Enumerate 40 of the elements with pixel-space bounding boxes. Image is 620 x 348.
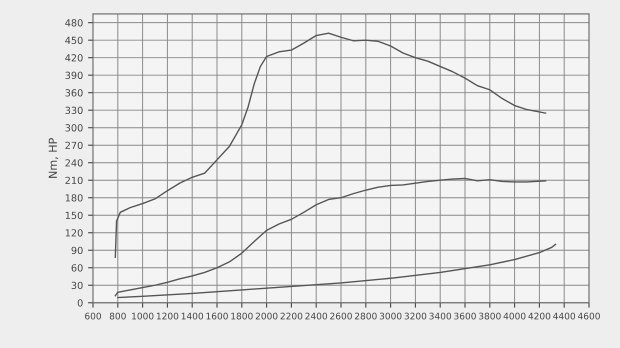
x-tick-label: 4600 — [578, 312, 600, 320]
x-tick-label: 2000 — [256, 312, 278, 320]
y-tick-label: 0 — [78, 299, 83, 307]
x-tick-label: 800 — [110, 312, 126, 320]
x-tick-label: 1000 — [132, 312, 154, 320]
x-tick-label: 1400 — [182, 312, 204, 320]
y-tick-label: 420 — [65, 54, 83, 62]
y-tick-label: 210 — [65, 176, 83, 184]
y-tick-label: 120 — [66, 229, 83, 237]
y-tick-label: 480 — [65, 19, 83, 27]
x-tick-label: 3800 — [479, 312, 501, 320]
x-tick-label: 2800 — [354, 312, 377, 320]
line-series — [114, 32, 546, 258]
x-tick-label: 4000 — [504, 312, 526, 320]
x-tick-label: 3200 — [404, 312, 426, 320]
y-tick-label: 390 — [65, 72, 83, 80]
y-tick-label: 360 — [65, 89, 83, 97]
x-tick-label: 4200 — [528, 312, 550, 320]
y-tick-label: 90 — [72, 246, 83, 254]
x-tick-label: 4400 — [553, 312, 576, 320]
x-tick-label: 3400 — [429, 312, 452, 320]
x-tick-label: 2600 — [330, 312, 352, 320]
y-tick-label: 270 — [65, 142, 83, 150]
y-tick-label: 300 — [65, 124, 83, 132]
x-tick-label: 3600 — [454, 312, 476, 320]
y-tick-label: 60 — [72, 264, 83, 272]
x-tick-label: 2400 — [305, 312, 328, 320]
y-tick-label: 30 — [72, 282, 83, 290]
y-tick-label: 180 — [66, 194, 83, 202]
x-tick-label: 1800 — [231, 312, 253, 320]
y-tick-label: 330 — [65, 106, 83, 114]
x-tick-label: 3000 — [380, 312, 402, 320]
y-tick-label: 150 — [66, 212, 83, 220]
x-tick-label: 1200 — [156, 312, 178, 320]
x-tick-label: 2200 — [280, 312, 302, 320]
y-axis-title: Nm, HP — [48, 138, 58, 178]
y-tick-label: 450 — [65, 36, 83, 44]
y-tick-label: 240 — [65, 159, 83, 167]
x-tick-label: 600 — [85, 312, 102, 320]
x-tick-label: 1600 — [206, 312, 228, 320]
